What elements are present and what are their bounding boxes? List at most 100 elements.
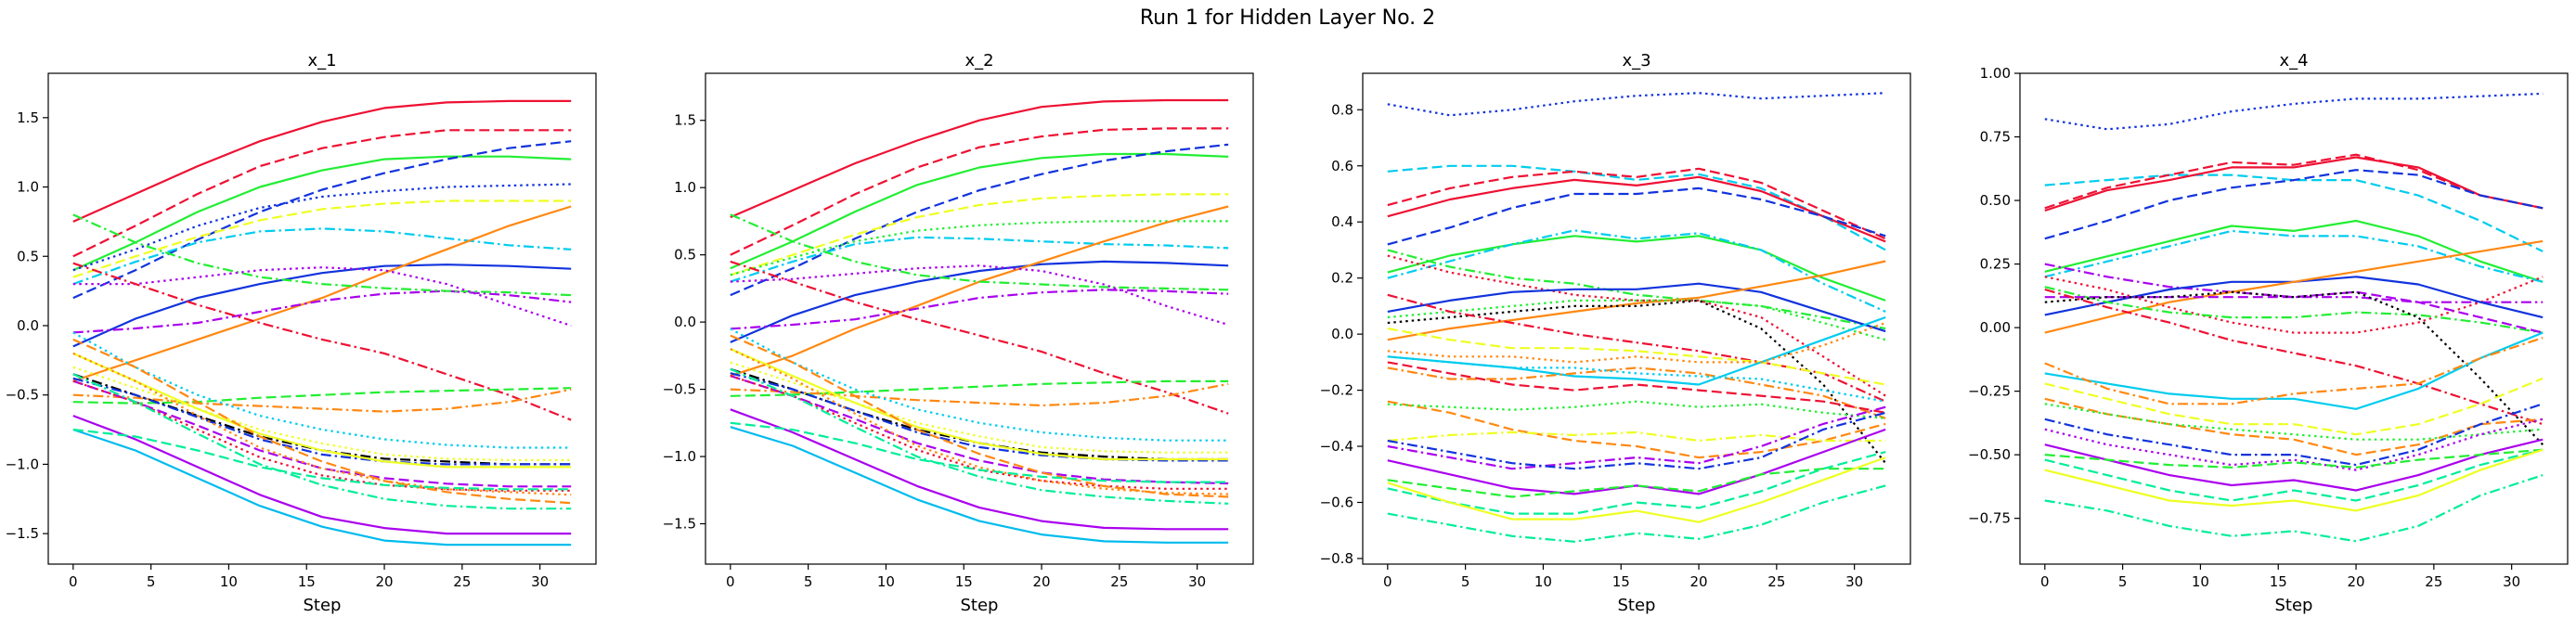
- series-line-4: [72, 140, 572, 300]
- x-tick-label: 5: [1461, 573, 1470, 590]
- series-line-5: [2044, 169, 2544, 240]
- x-tick-label: 10: [877, 573, 895, 590]
- subplot-title: x_4: [2279, 51, 2308, 71]
- series-line-1: [730, 98, 1229, 219]
- series-line-22: [1387, 400, 1886, 419]
- series-line-15: [2044, 288, 2544, 426]
- x-tick-label: 25: [2425, 573, 2442, 590]
- axes-frame: [47, 72, 597, 565]
- subplot-title: x_3: [1622, 51, 1650, 71]
- series-line-7: [2044, 229, 2544, 283]
- series-line-4: [1387, 175, 1886, 243]
- series-line-20: [2044, 403, 2544, 441]
- series-line-19: [72, 352, 572, 469]
- x-tick-label: 30: [2503, 573, 2520, 590]
- series-line-27: [2044, 474, 2544, 543]
- series-line-11: [1387, 260, 1886, 341]
- y-tick-label: 0.6: [1331, 158, 1353, 174]
- series-line-18: [72, 377, 572, 466]
- series-line-8: [2044, 263, 2544, 303]
- series-line-3: [1387, 167, 1886, 240]
- y-tick-label: 1.0: [17, 179, 39, 196]
- series-line-5: [1387, 186, 1886, 246]
- x-axis-label: Step: [2275, 596, 2313, 615]
- series-line-25: [72, 373, 572, 510]
- y-tick-label: 0.0: [1331, 326, 1353, 342]
- series-line-16: [730, 328, 1229, 442]
- x-tick-label: 30: [531, 573, 549, 590]
- series-line-24: [1387, 405, 1886, 470]
- y-tick-label: 0.4: [1331, 213, 1353, 230]
- y-tick-label: −1.0: [663, 448, 696, 465]
- y-tick-label: 0.5: [17, 248, 39, 264]
- y-tick-label: 0.50: [1980, 192, 2011, 209]
- figure-title: Run 1 for Hidden Layer No. 2: [1140, 6, 1435, 30]
- x-tick-label: 25: [453, 573, 471, 590]
- series-line-24: [72, 338, 572, 505]
- y-tick-label: 1.5: [674, 112, 696, 129]
- x-tick-label: 10: [1534, 573, 1552, 590]
- y-tick-label: 1.5: [17, 109, 39, 126]
- y-tick-label: 0.0: [17, 317, 39, 334]
- series-line-2: [2044, 174, 2544, 252]
- y-tick-label: −1.0: [6, 456, 39, 472]
- series-line-11: [730, 213, 1229, 291]
- series-line-16: [1387, 315, 1886, 386]
- series-line-16: [72, 331, 572, 449]
- series-line-11: [2044, 239, 2544, 334]
- series-line-2: [72, 129, 572, 258]
- x-tick-label: 20: [2347, 573, 2364, 590]
- series-line-25: [2044, 448, 2544, 502]
- series-line-14: [72, 387, 572, 405]
- series-line-20: [72, 366, 572, 461]
- x-tick-label: 5: [147, 573, 156, 590]
- y-tick-label: 0.0: [674, 314, 696, 330]
- series-line-6: [730, 220, 1229, 276]
- series-line-17: [730, 367, 1229, 461]
- x-axis-label: Step: [1618, 596, 1656, 615]
- series-line-8: [730, 260, 1229, 343]
- series-line-9: [1387, 254, 1886, 397]
- series-line-8: [1387, 249, 1886, 330]
- series-line-24: [2044, 448, 2544, 469]
- x-tick-label: 30: [1188, 573, 1206, 590]
- series-line-27: [72, 428, 572, 546]
- y-tick-label: 0.2: [1331, 270, 1353, 287]
- subplot-4: 0 5 10 15 20 25 30 −0.75 −0.50 −0.25 0.00 0.25 0.50 0…: [1968, 51, 2569, 615]
- series-line-10: [730, 289, 1229, 330]
- y-tick-label: −0.25: [1968, 383, 2011, 400]
- series-line-26: [730, 408, 1229, 531]
- x-tick-label: 20: [1032, 573, 1050, 590]
- series-line-6: [1387, 235, 1886, 302]
- series-line-21: [2044, 403, 2544, 467]
- x-tick-label: 0: [1383, 573, 1392, 590]
- series-line-11: [72, 213, 572, 297]
- y-tick-label: −0.5: [663, 381, 696, 398]
- x-tick-label: 10: [2192, 573, 2209, 590]
- y-tick-label: −0.4: [1320, 438, 1353, 455]
- series-line-12: [2044, 286, 2544, 334]
- series-line-15: [72, 388, 572, 413]
- series-line-15: [1387, 328, 1886, 386]
- series-line-28: [72, 428, 572, 491]
- y-tick-label: 1.0: [674, 179, 696, 196]
- y-tick-label: 0.00: [1980, 319, 2011, 336]
- series-line-7: [1387, 229, 1886, 313]
- series-line-18: [730, 372, 1229, 462]
- series-line-26: [1387, 428, 1886, 495]
- series-line-28: [730, 421, 1229, 483]
- series-line-7: [730, 236, 1229, 283]
- series-line-23: [2044, 438, 2544, 492]
- series-line-23: [730, 348, 1229, 495]
- y-tick-label: 0.8: [1331, 101, 1353, 118]
- series-line-2: [1387, 164, 1886, 251]
- series-line-3: [72, 155, 572, 272]
- series-line-22: [2044, 418, 2544, 471]
- x-tick-label: 0: [726, 573, 735, 590]
- y-tick-label: −1.5: [663, 516, 696, 533]
- axes-frame: [705, 72, 1254, 565]
- series-line-28: [1387, 451, 1886, 515]
- series-line-29: [1387, 456, 1886, 523]
- x-tick-label: 20: [375, 573, 393, 590]
